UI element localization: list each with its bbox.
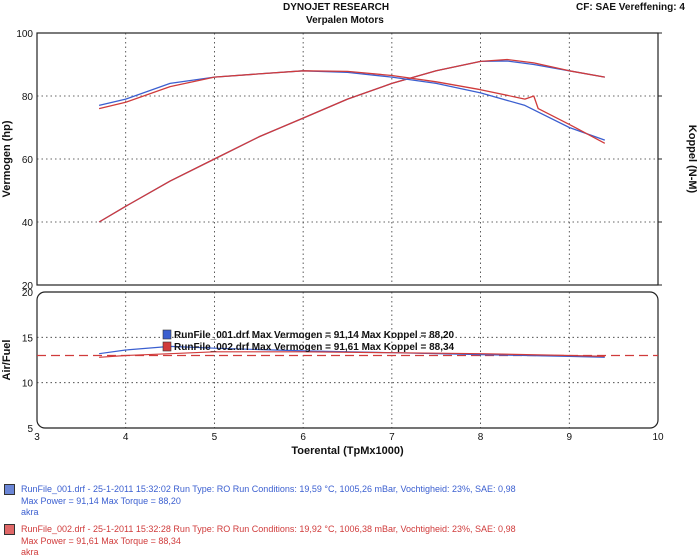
y-tick-label: 10 — [22, 379, 34, 390]
y-tick-label: 5 — [27, 424, 33, 435]
correction-factor: CF: SAE Vereffening: 4 — [576, 2, 685, 13]
y-tick-label: 20 — [22, 288, 34, 299]
y-tick-label: 80 — [22, 92, 34, 103]
legend-entry: RunFile_002.drf Max Vermogen = 91,61 Max… — [174, 342, 455, 353]
x-tick-label: 4 — [123, 432, 129, 443]
series-vermogen-run2 — [98, 58, 605, 223]
x-tick-label: 5 — [212, 432, 218, 443]
dyno-chart: 20 40 60 80 100 5 10 15 20 3 4 5 6 7 8 9 10 Toerental (Tp… — [1, 29, 698, 457]
runfile-info-1: RunFile_001.drf - 25-1-2011 15:32:02 Run… — [4, 484, 516, 519]
x-tick-label: 3 — [34, 432, 40, 443]
y-tick-label: 100 — [16, 29, 33, 40]
runfile-1-max: Max Power = 91,14 Max Torque = 88,20 — [21, 495, 181, 506]
runfile-2-max: Max Power = 91,61 Max Torque = 88,34 — [21, 535, 181, 546]
legend-entry: RunFile_001.drf Max Vermogen = 91,14 Max… — [174, 330, 455, 341]
x-tick-label: 8 — [478, 432, 484, 443]
y-tick-label: 15 — [22, 333, 34, 344]
series-swatch — [4, 524, 15, 536]
x-tick-label: 9 — [567, 432, 573, 443]
runfile-1-details: RunFile_001.drf - 25-1-2011 15:32:02 Run… — [21, 484, 516, 494]
x-tick-label: 10 — [652, 432, 664, 443]
series-swatch — [4, 484, 15, 496]
y-tick-label: 20 — [22, 281, 34, 292]
series-koppel-run2 — [98, 70, 606, 144]
runfile-2-details: RunFile_002.drf - 25-1-2011 15:32:28 Run… — [21, 524, 516, 534]
y-tick-label: 60 — [22, 155, 34, 166]
series-koppel-run1 — [98, 70, 606, 141]
runfile-info-2: RunFile_002.drf - 25-1-2011 15:32:28 Run… — [4, 524, 516, 559]
airfuel-panel-frame — [36, 291, 659, 429]
x-tick-label: 7 — [389, 432, 395, 443]
series-airfuel-run1 — [99, 345, 605, 358]
runfile-1-note: akra — [21, 507, 39, 517]
legend-swatch — [162, 329, 172, 340]
series-airfuel-run2 — [99, 351, 605, 358]
legend-swatch — [162, 341, 172, 352]
y-axis-title-left: Vermogen (hp) — [1, 120, 13, 197]
y-tick-label: 40 — [22, 218, 34, 229]
y-axis-title-airfuel: Air/Fuel — [1, 340, 13, 381]
runfile-2-note: akra — [21, 547, 39, 557]
chart-subtitle: Verpalen Motors — [306, 15, 384, 26]
x-tick-label: 6 — [300, 432, 306, 443]
y-axis-title-right: Koppel (N-M) — [686, 125, 698, 194]
chart-title: DYNOJET RESEARCH — [283, 2, 390, 13]
x-axis-title: Toerental (TpMx1000) — [291, 445, 404, 457]
